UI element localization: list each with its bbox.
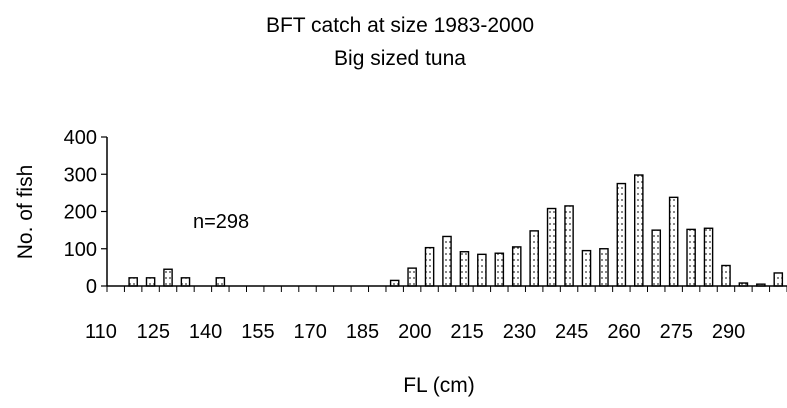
bar-240 — [564, 205, 574, 287]
bar-220 — [494, 252, 505, 287]
bar-215 — [477, 253, 487, 287]
axes-layer: 0 100 200 300 400 110 125 140 155 170 185 200 215 230… — [64, 127, 787, 343]
bars-layer — [128, 174, 784, 287]
bar-245 — [581, 249, 592, 287]
bar-235 — [546, 207, 557, 287]
bar-190 — [389, 279, 400, 287]
bar-285 — [721, 264, 731, 287]
bar-125 — [163, 268, 173, 287]
x-tick-label: 125 — [137, 321, 170, 343]
bar-255 — [616, 182, 627, 287]
bar-195 — [407, 267, 417, 287]
bar-275 — [686, 228, 696, 287]
bar-270 — [668, 196, 679, 287]
x-tick-label: 245 — [555, 321, 588, 343]
bar-120 — [145, 277, 156, 287]
y-tick-label: 300 — [64, 164, 97, 186]
y-tick-label: 100 — [64, 239, 97, 261]
sample-size-annotation: n=298 — [193, 211, 249, 233]
bar-130 — [180, 277, 191, 287]
x-tick-label: 260 — [607, 321, 640, 343]
bar-205 — [442, 235, 452, 287]
y-tick-label: 400 — [64, 127, 97, 149]
bar-210 — [459, 251, 470, 287]
x-tick-label: 230 — [503, 321, 536, 343]
bar-300 — [773, 272, 784, 287]
x-tick-label: 110 — [85, 321, 117, 343]
bar-280 — [703, 227, 714, 287]
y-axis-label-group: No. of fish — [14, 165, 37, 260]
bar-260 — [634, 174, 644, 287]
bar-250 — [599, 248, 609, 287]
bar-225 — [511, 246, 522, 287]
bar-140 — [215, 277, 226, 287]
x-tick-label: 215 — [450, 321, 483, 343]
bar-265 — [651, 229, 662, 287]
x-tick-label: 170 — [294, 321, 327, 343]
x-tick-label: 185 — [346, 321, 379, 343]
x-tick-label: 140 — [189, 321, 222, 343]
y-axis-label: No. of fish — [14, 165, 37, 260]
x-tick-label: 290 — [712, 321, 745, 343]
x-tick-label: 275 — [660, 321, 693, 343]
chart-title: BFT catch at size 1983-2000 — [266, 14, 534, 37]
bar-200 — [424, 246, 435, 287]
x-tick-label: 200 — [398, 321, 431, 343]
bar-230 — [529, 230, 539, 287]
y-tick-label: 200 — [64, 202, 97, 224]
chart-subtitle: Big sized tuna — [334, 47, 466, 70]
x-axis-label: FL (cm) — [403, 374, 475, 397]
y-tick-label: 0 — [86, 276, 97, 298]
bar-115 — [128, 277, 138, 287]
x-tick-label: 155 — [241, 321, 274, 343]
